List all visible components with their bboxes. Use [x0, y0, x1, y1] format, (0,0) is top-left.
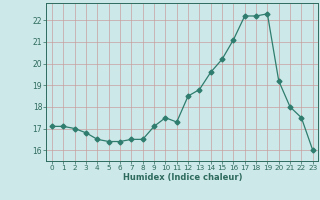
X-axis label: Humidex (Indice chaleur): Humidex (Indice chaleur) [123, 173, 242, 182]
